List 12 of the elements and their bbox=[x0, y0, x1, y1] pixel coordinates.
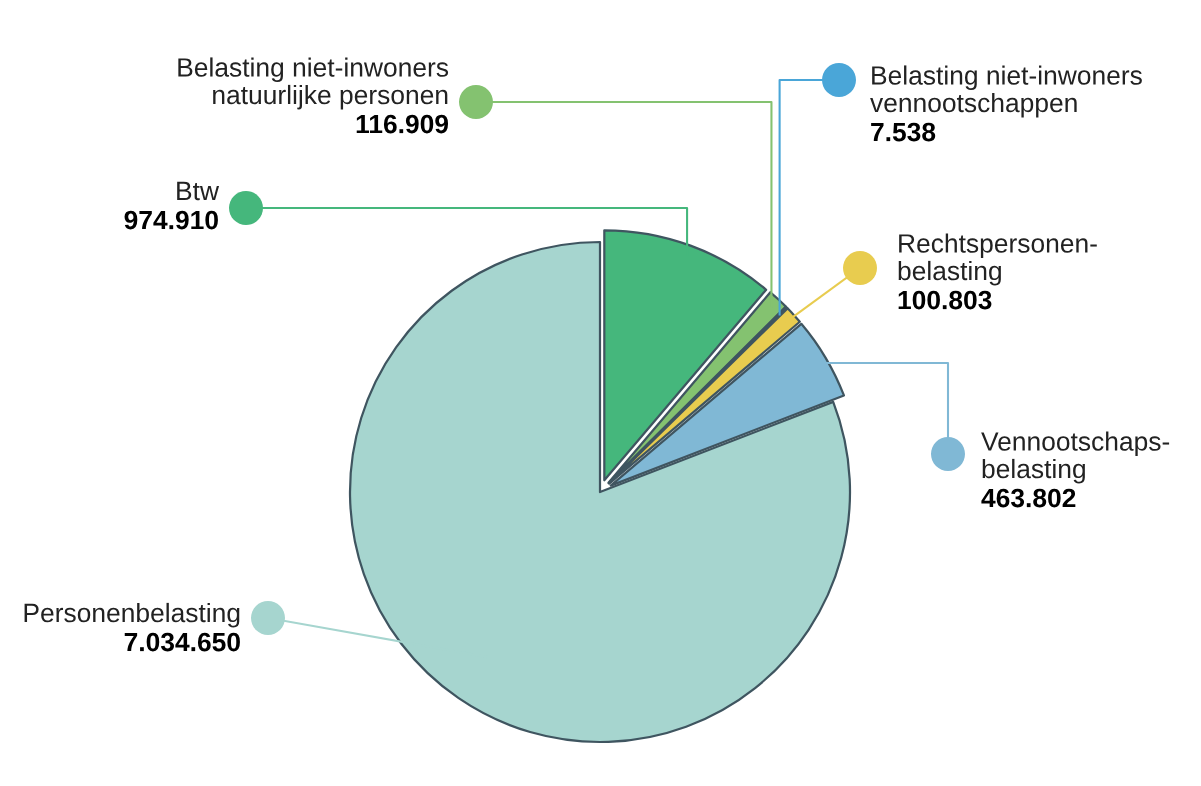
data-label: 974.910 bbox=[124, 210, 218, 230]
data-label: 7.034.650 bbox=[124, 632, 240, 652]
data-label: 463.802 bbox=[981, 488, 1076, 508]
legend-label: Vennootschaps-belasting bbox=[981, 431, 1170, 484]
slice-label: Btw bbox=[177, 181, 220, 201]
data-label: 100.803 bbox=[898, 290, 992, 310]
legend-label: Belasting niet-inwoners vennootschappen bbox=[870, 65, 1142, 118]
slice-label: Belasting niet-inwoners natuurlijke personen bbox=[178, 57, 449, 110]
legend-label: Rechtspersonen-belasting bbox=[898, 233, 1097, 286]
data-label: 116.909 bbox=[356, 114, 449, 134]
slice-label: Personenbelasting bbox=[24, 602, 240, 628]
data-label: 7.538 bbox=[871, 122, 936, 142]
